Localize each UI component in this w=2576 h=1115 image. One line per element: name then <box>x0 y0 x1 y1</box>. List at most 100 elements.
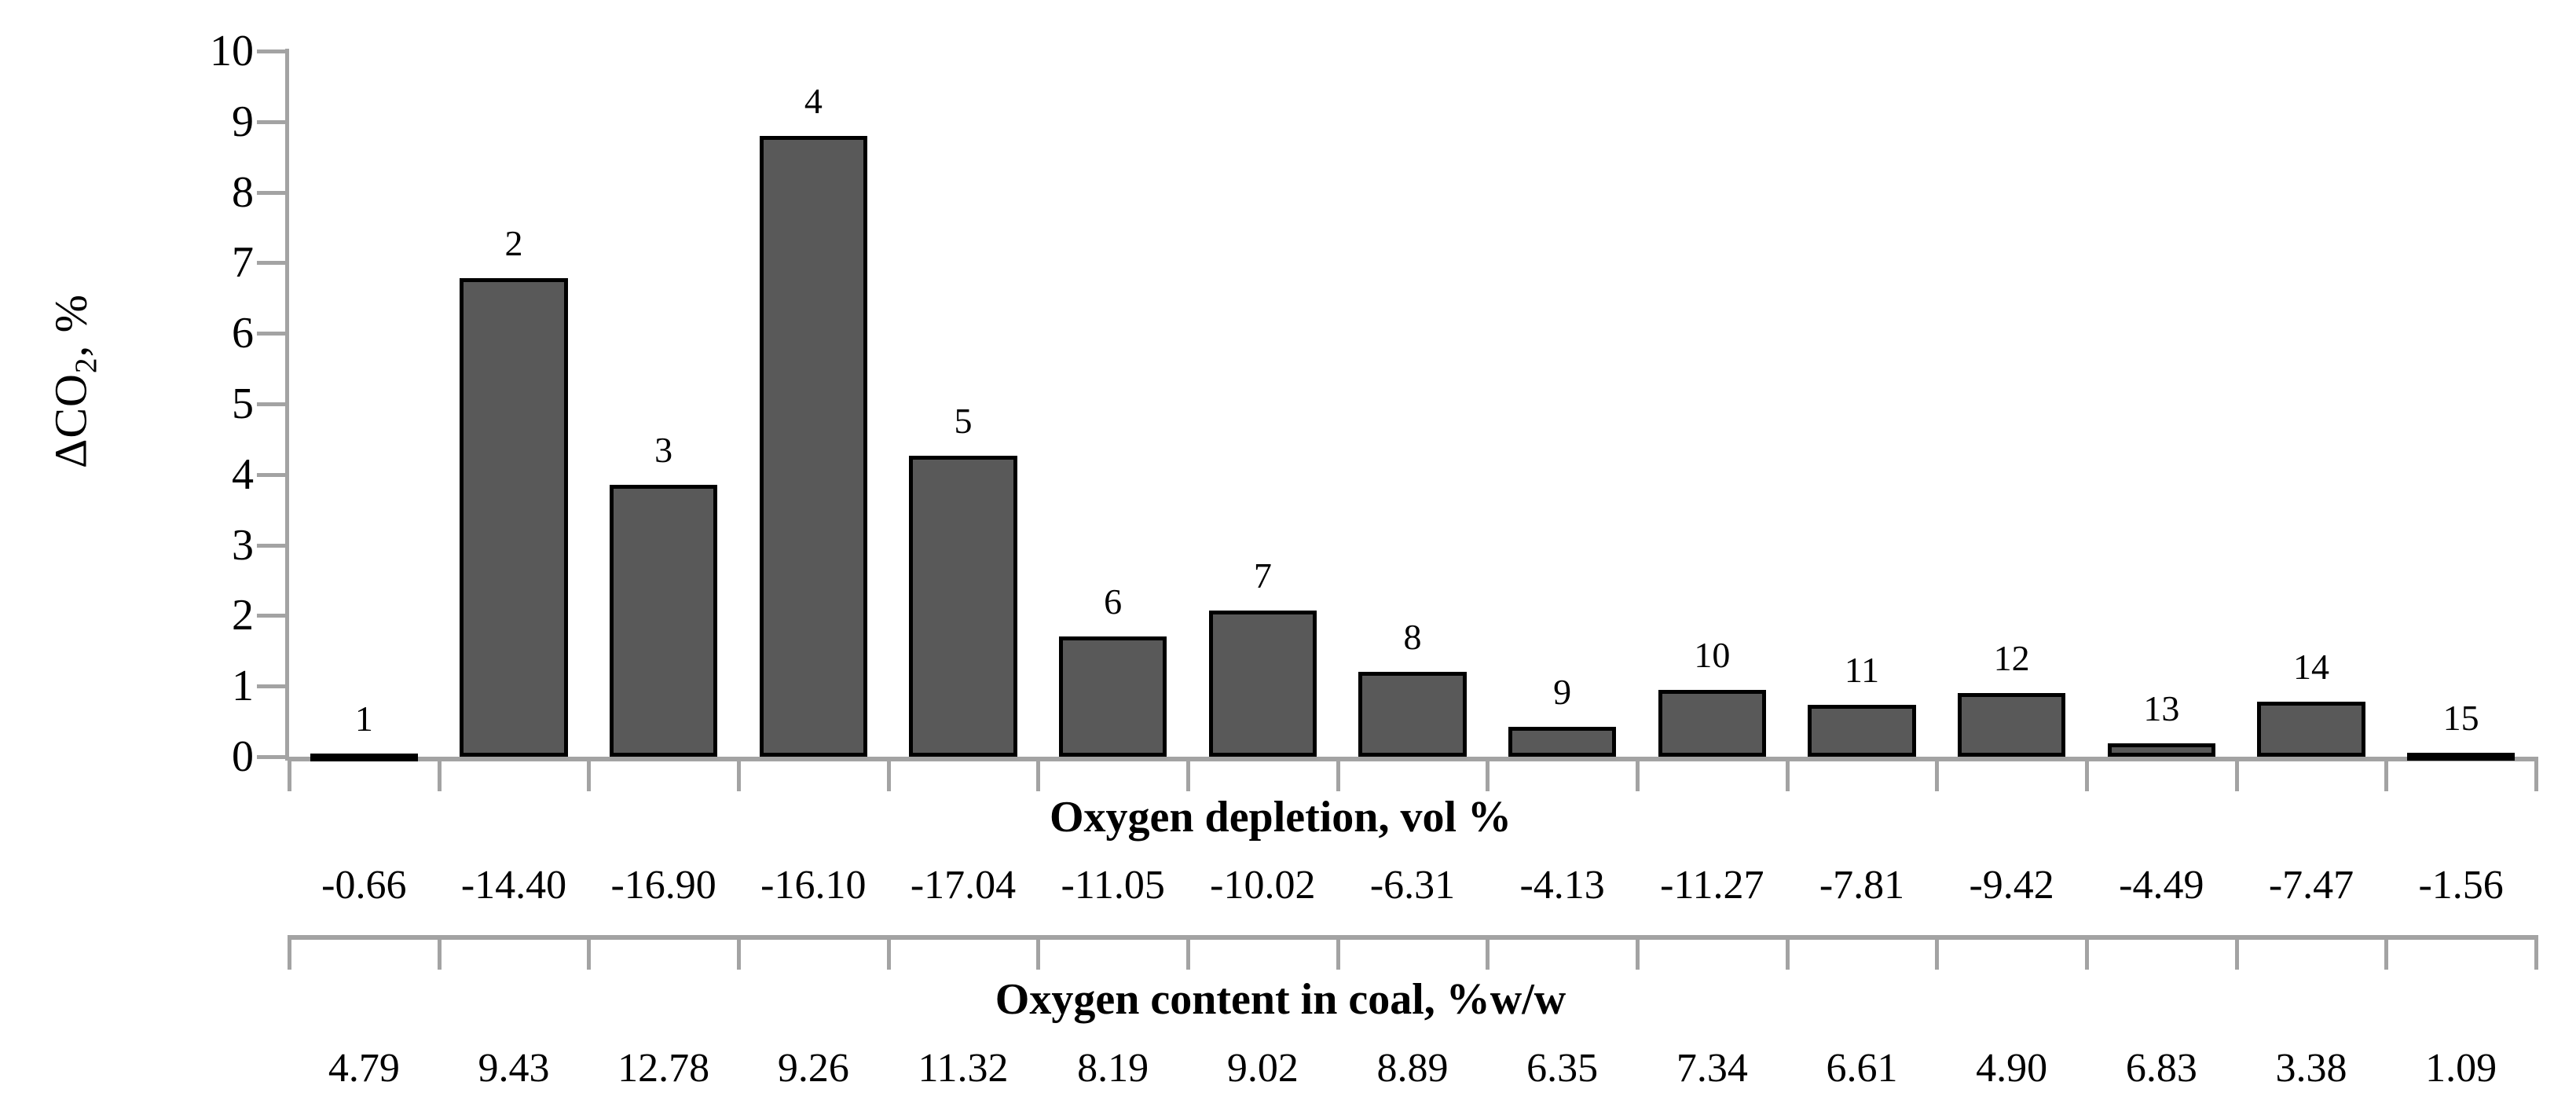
x-axis-boundary-tick <box>1486 757 1490 791</box>
bar-value-label: 7 <box>1253 556 1272 596</box>
y-tick-label: 10 <box>210 27 254 75</box>
x-axis-2-boundary-tick <box>2234 935 2239 970</box>
x-axis-boundary-tick <box>737 757 741 791</box>
y-axis-tick <box>257 190 285 195</box>
x-category-value: 8.89 <box>1376 1046 1449 1091</box>
x-category-value: -4.49 <box>2119 863 2204 908</box>
x-axis-boundary-tick <box>1036 757 1041 791</box>
x-axis-2-boundary-tick <box>288 935 291 970</box>
x-category-value: 9.26 <box>777 1046 849 1091</box>
x-category-value: 4.79 <box>328 1046 400 1091</box>
y-tick-label: 8 <box>232 167 254 217</box>
x-category-value: 12.78 <box>617 1046 710 1091</box>
bar-value-label: 10 <box>1694 634 1731 675</box>
y-axis-tick <box>257 402 285 406</box>
x-category-value: -11.05 <box>1061 863 1165 908</box>
x-axis-boundary-tick <box>1935 757 1940 791</box>
x-axis-2-boundary-tick <box>587 935 592 970</box>
x-axis-boundary-tick <box>1336 757 1340 791</box>
y-axis-tick <box>257 332 285 336</box>
y-axis-title-prefix: ΔCO <box>45 373 97 468</box>
x-category-value: -10.02 <box>1210 863 1316 908</box>
y-tick-label: 4 <box>232 449 254 499</box>
x-category-value: 8.19 <box>1077 1046 1149 1091</box>
bar-value-label: 15 <box>2442 697 2479 738</box>
x-axis-2-boundary-tick <box>1785 935 1790 970</box>
y-tick-label: 2 <box>232 591 254 640</box>
x-axis-boundary-tick <box>1186 757 1190 791</box>
x-axis-2-boundary-tick <box>1935 935 1940 970</box>
x-category-value: -16.90 <box>610 863 716 908</box>
x-axis-2-boundary-tick <box>1336 935 1340 970</box>
bar <box>1958 693 2066 757</box>
y-axis-tick <box>257 119 285 124</box>
x-axis-boundary-tick <box>2384 757 2389 791</box>
y-tick-label: 1 <box>232 662 254 711</box>
x-axis-boundary-tick <box>1636 757 1640 791</box>
y-axis-title: ΔCO2, % <box>45 294 104 468</box>
bar <box>1508 727 1617 757</box>
bar-value-label: 6 <box>1104 581 1123 622</box>
y-axis-tick <box>257 614 285 618</box>
bar <box>460 278 568 757</box>
bar <box>1208 611 1317 757</box>
bar <box>1658 689 1766 757</box>
x-category-value: -9.42 <box>1969 863 2054 908</box>
x-category-value: 3.38 <box>2275 1046 2347 1091</box>
x-axis-boundary-tick <box>587 757 592 791</box>
x-axis-2-boundary-tick <box>437 935 442 970</box>
bar <box>1358 672 1467 757</box>
bar-value-label: 11 <box>1844 650 1880 691</box>
bar <box>2407 752 2516 761</box>
x-category-value: 11.32 <box>918 1046 1009 1091</box>
x-category-value: -11.27 <box>1660 863 1764 908</box>
x-axis-2-boundary-tick <box>1186 935 1190 970</box>
bar-value-label: 4 <box>804 80 823 121</box>
x-category-value: -17.04 <box>910 863 1017 908</box>
y-axis-tick <box>257 755 285 759</box>
x-category-value: -7.81 <box>1819 863 1905 908</box>
x-axis-2-boundary-tick <box>1036 935 1041 970</box>
bar-value-label: 9 <box>1553 672 1572 713</box>
x-category-value: -1.56 <box>2418 863 2504 908</box>
y-axis-title-subscript: 2 <box>68 357 104 374</box>
bar-value-label: 12 <box>1993 638 2030 679</box>
bar-value-label: 13 <box>2143 688 2180 728</box>
x-axis-2-boundary-tick <box>2534 935 2538 970</box>
x-axis-2-boundary-tick <box>2085 935 2089 970</box>
bar-value-label: 14 <box>2292 646 2329 687</box>
x-axis-2-boundary-tick <box>886 935 891 970</box>
x-category-value: -14.40 <box>460 863 567 908</box>
bar <box>310 753 418 761</box>
x-axis-2-line <box>289 935 2536 940</box>
bar <box>909 455 1017 757</box>
x-axis-boundary-tick <box>288 757 291 791</box>
x-axis-title-depletion: Oxygen depletion, vol % <box>1049 793 1512 842</box>
x-axis-boundary-tick <box>2085 757 2089 791</box>
x-axis-boundary-tick <box>1785 757 1790 791</box>
bar <box>759 135 867 757</box>
y-tick-label: 5 <box>232 380 254 428</box>
x-category-value: -7.47 <box>2268 863 2354 908</box>
y-tick-label: 6 <box>232 309 254 358</box>
x-axis-boundary-tick <box>886 757 891 791</box>
x-category-value: -6.31 <box>1369 863 1456 908</box>
bar-value-label: 1 <box>354 698 373 739</box>
x-category-value: -0.66 <box>321 863 407 908</box>
x-axis-boundary-tick <box>2534 757 2538 791</box>
y-axis-title-suffix: , % <box>45 294 97 358</box>
y-tick-label: 3 <box>232 520 254 570</box>
x-category-value: 6.35 <box>1526 1046 1599 1091</box>
y-tick-label: 9 <box>232 97 254 146</box>
x-axis-2-boundary-tick <box>2384 935 2389 970</box>
bar <box>610 485 718 757</box>
x-category-value: 9.43 <box>478 1046 550 1091</box>
bar <box>2257 701 2365 757</box>
x-category-value: 6.61 <box>1826 1046 1898 1091</box>
y-tick-label: 7 <box>232 238 254 288</box>
y-tick-label: 0 <box>232 732 254 781</box>
x-category-value: -4.13 <box>1519 863 1605 908</box>
x-axis-title-content: Oxygen content in coal, %w/w <box>995 975 1566 1024</box>
x-axis-2-boundary-tick <box>1486 935 1490 970</box>
